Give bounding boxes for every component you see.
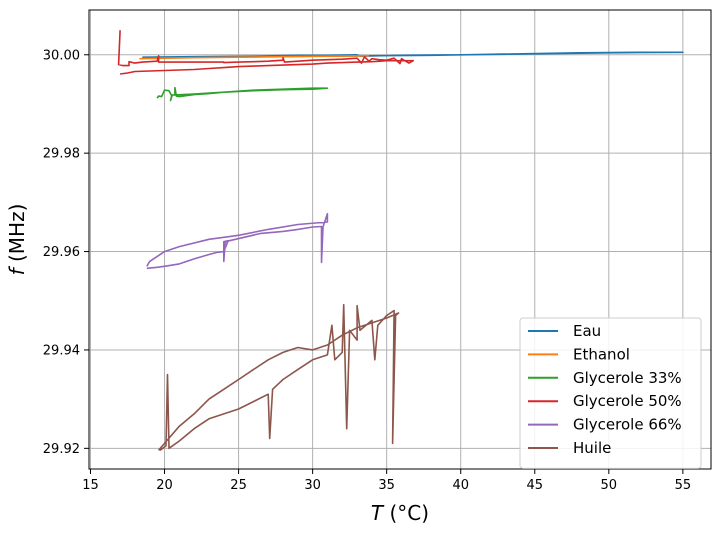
x-tick-label: 50 xyxy=(601,478,618,493)
x-tick-label: 45 xyxy=(526,478,543,493)
series-line-glycerole-33- xyxy=(156,86,329,102)
legend-label-eau: Eau xyxy=(573,322,601,340)
y-tick-label: 29.92 xyxy=(43,442,80,457)
x-tick-label: 20 xyxy=(156,478,173,493)
legend-label-glycerole-66-: Glycerole 66% xyxy=(573,416,682,434)
legend-label-glycerole-33-: Glycerole 33% xyxy=(573,369,682,387)
legend-label-ethanol: Ethanol xyxy=(573,345,630,363)
plot-frame xyxy=(88,9,712,470)
series-line-glycerole-66- xyxy=(146,212,329,270)
series-line-ethanol xyxy=(139,55,369,60)
y-axis-label-unit: (MHz) xyxy=(5,204,29,269)
y-tick-label: 29.94 xyxy=(43,343,80,358)
x-tick-label: 25 xyxy=(230,478,247,493)
y-axis-label-symbol: f xyxy=(5,265,29,275)
legend: Eau Ethanol Glycerole 33% Glycerole 50% Glyc… xyxy=(519,317,702,469)
x-axis: 15 20 25 30 35 40 45 50 55 xyxy=(82,469,691,493)
series-lines xyxy=(117,30,684,451)
series-line-glycerole-50- xyxy=(117,30,415,75)
x-tick-label: 55 xyxy=(675,478,692,493)
y-tick-label: 29.96 xyxy=(43,245,80,260)
y-axis-label: f (MHz) xyxy=(5,204,29,276)
x-tick-label: 30 xyxy=(304,478,321,493)
x-tick-label: 35 xyxy=(378,478,395,493)
y-tick-label: 29.98 xyxy=(43,147,80,162)
legend-label-huile: Huile xyxy=(573,439,611,457)
y-tick-label: 30.00 xyxy=(43,48,80,63)
x-axis-label: T (°C) xyxy=(371,501,429,525)
x-axis-label-symbol: T xyxy=(371,501,385,525)
legend-box xyxy=(519,317,702,469)
legend-label-glycerole-50-: Glycerole 50% xyxy=(573,392,682,410)
y-axis: 29.92 29.94 29.96 29.98 30.00 xyxy=(43,48,89,457)
x-tick-label: 15 xyxy=(82,478,99,493)
series-line-huile xyxy=(157,303,400,451)
x-tick-label: 40 xyxy=(452,478,469,493)
x-axis-label-unit: (°C) xyxy=(383,501,429,525)
